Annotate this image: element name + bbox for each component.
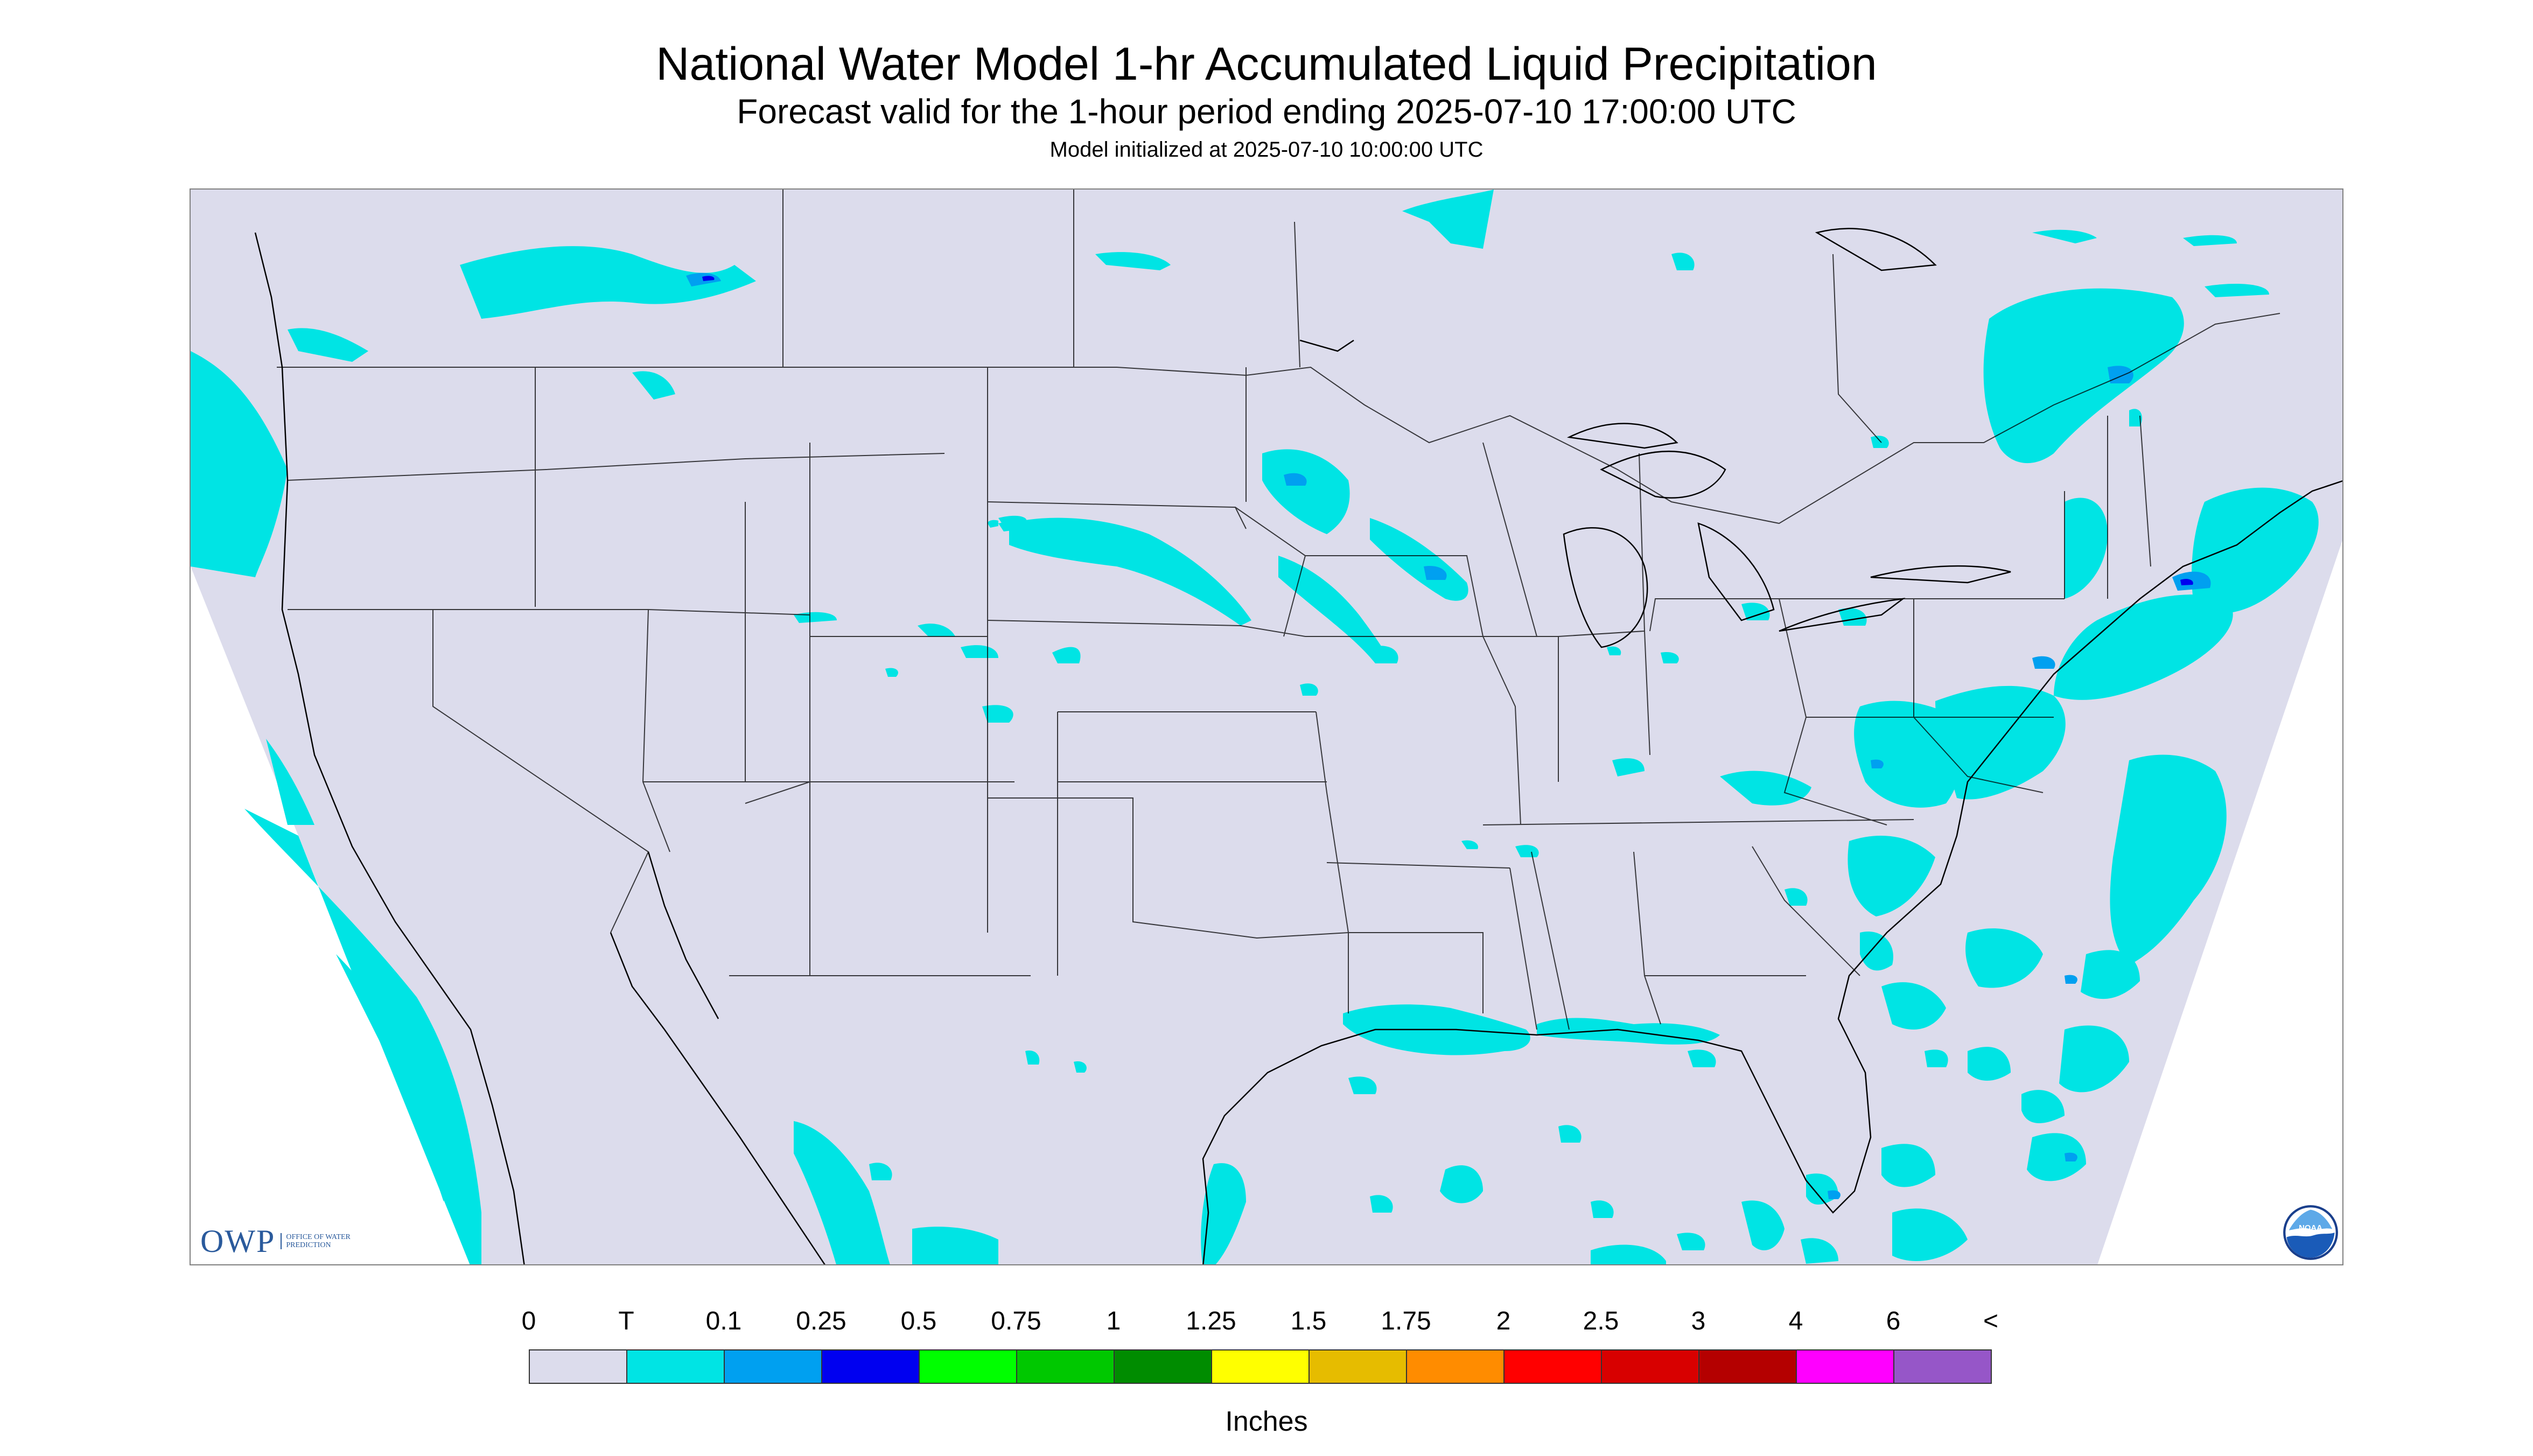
- legend-swatch: [1796, 1349, 1894, 1384]
- owp-logo-subtext: OFFICE OF WATER PREDICTION: [281, 1233, 351, 1249]
- owp-logo-text: OWP: [200, 1223, 276, 1259]
- legend-swatch: [1406, 1349, 1505, 1384]
- legend-tick-label: 1: [1106, 1307, 1121, 1335]
- legend-units: Inches: [1225, 1406, 1308, 1437]
- legend-swatch: [1211, 1349, 1310, 1384]
- legend-swatch: [1114, 1349, 1212, 1384]
- coastlines: [254, 228, 2342, 1264]
- map-subtitle: Forecast valid for the 1-hour period end…: [737, 92, 1796, 131]
- precip-moderate-layer: [702, 276, 2193, 585]
- legend-tick-label: 1.75: [1381, 1307, 1431, 1335]
- legend-swatch: [1601, 1349, 1699, 1384]
- legend-tick-label: 4: [1788, 1307, 1803, 1335]
- legend-tick-label: 0.1: [705, 1307, 742, 1335]
- precip-trace-layer: [191, 190, 2319, 1264]
- map-title: National Water Model 1-hr Accumulated Li…: [656, 38, 1877, 90]
- legend-tick-label: 3: [1691, 1307, 1706, 1335]
- legend-tick-label: 1.25: [1186, 1307, 1236, 1335]
- legend-swatch: [821, 1349, 920, 1384]
- noaa-logo-text: NOAA: [2299, 1224, 2322, 1233]
- map-canvas: [191, 190, 2342, 1264]
- legend-tick-label: 0.75: [991, 1307, 1041, 1335]
- legend-swatch: [1503, 1349, 1602, 1384]
- legend-swatch: [1698, 1349, 1797, 1384]
- legend-swatch: [529, 1349, 627, 1384]
- legend-swatch: [1893, 1349, 1992, 1384]
- state-boundaries: [277, 190, 2280, 1030]
- legend-tick-label: 0.25: [796, 1307, 846, 1335]
- legend-swatch: [724, 1349, 822, 1384]
- legend-tick-label: 0: [521, 1307, 536, 1335]
- legend-swatch: [1309, 1349, 1407, 1384]
- legend-tick-label: 0.5: [900, 1307, 937, 1335]
- legend-swatch: [626, 1349, 725, 1384]
- legend-swatch: [1016, 1349, 1115, 1384]
- legend-tick-label: 2: [1496, 1307, 1511, 1335]
- legend-swatches: [529, 1349, 1992, 1384]
- model-init-text: Model initialized at 2025-07-10 10:00:00…: [1049, 138, 1484, 162]
- noaa-logo: NOAA: [2283, 1205, 2338, 1260]
- legend-tick-label: 2.5: [1583, 1307, 1619, 1335]
- legend-tick-label: <: [1983, 1307, 1999, 1335]
- owp-logo: OWP OFFICE OF WATER PREDICTION: [200, 1222, 351, 1260]
- legend-tick-label: 6: [1886, 1307, 1901, 1335]
- legend-swatch: [919, 1349, 1017, 1384]
- legend-tick-label: 1.5: [1290, 1307, 1327, 1335]
- precipitation-map: [190, 188, 2343, 1265]
- legend-tick-label: T: [618, 1307, 634, 1335]
- map-domain: [191, 190, 2342, 1264]
